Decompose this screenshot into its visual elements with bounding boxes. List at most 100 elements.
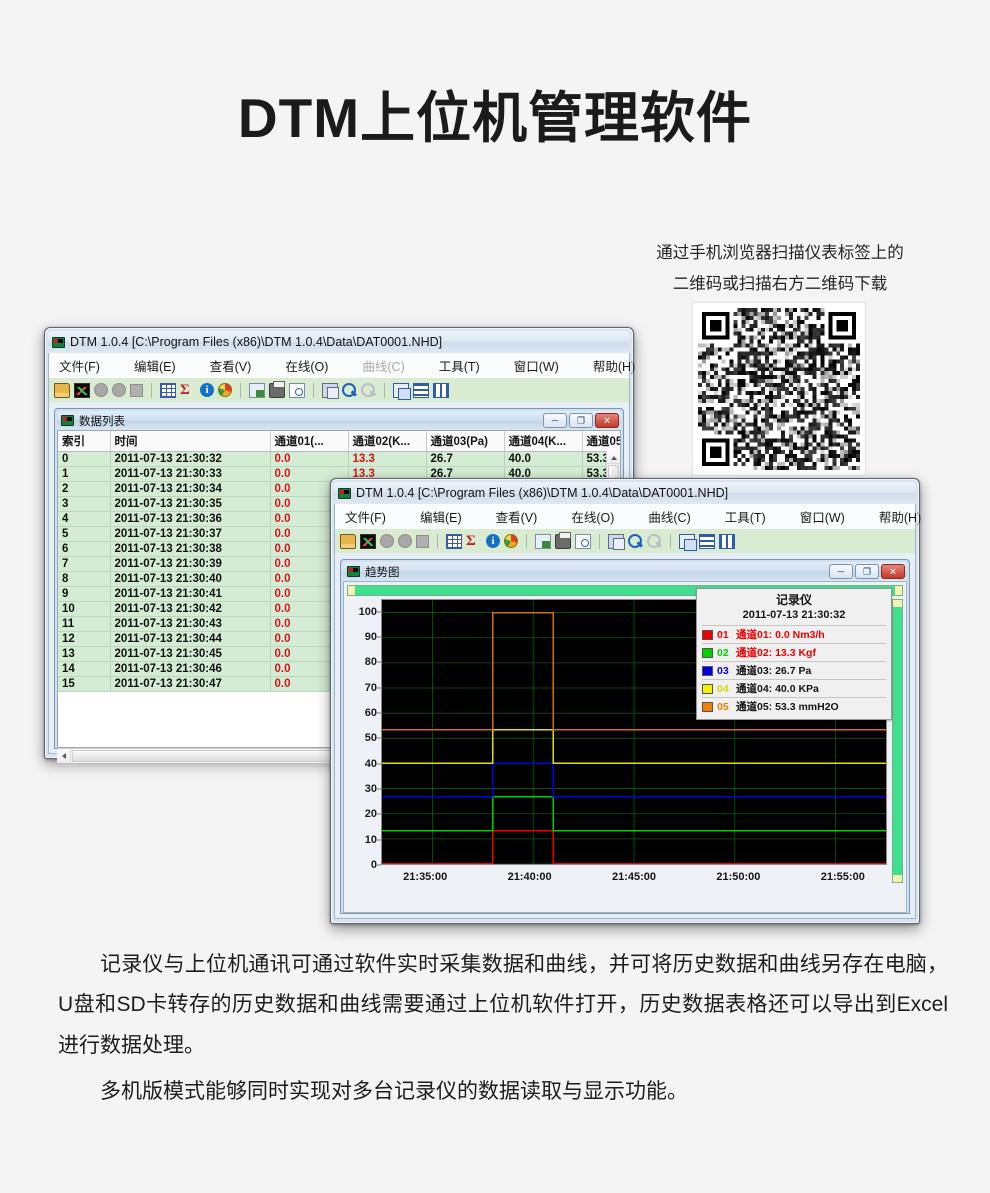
- menu-item-edit[interactable]: 编辑(E): [419, 511, 462, 525]
- legend-row-05[interactable]: 05 通道05: 53.3 mmH2O: [702, 697, 886, 715]
- legend-row-04[interactable]: 04 通道04: 40.0 KPa: [702, 679, 886, 697]
- menu-item-curve[interactable]: 曲线(C): [648, 511, 691, 525]
- scroll-up-arrow[interactable]: [607, 451, 620, 464]
- menu-bar[interactable]: 文件(F) 编辑(E) 查看(V) 在线(O) 曲线(C) 工具(T) 窗口(W…: [48, 353, 635, 378]
- table-header-1[interactable]: 时间: [110, 431, 271, 452]
- close-button[interactable]: ✕: [595, 413, 619, 428]
- sigma-sum-icon[interactable]: Σ: [180, 381, 190, 398]
- scroll-left-arrow[interactable]: [57, 749, 71, 763]
- range-slider-bottom-handle[interactable]: [893, 875, 902, 882]
- print-icon[interactable]: [555, 531, 571, 549]
- zoom-in-icon[interactable]: [628, 533, 643, 549]
- stop-square-icon[interactable]: [130, 383, 143, 397]
- tile-horizontal-icon[interactable]: [699, 533, 715, 549]
- scroll-thumb[interactable]: [608, 465, 619, 479]
- info-icon[interactable]: i: [486, 534, 500, 548]
- menu-bar-trend[interactable]: 文件(F) 编辑(E) 查看(V) 在线(O) 曲线(C) 工具(T) 窗口(W…: [334, 504, 921, 529]
- export-excel-icon[interactable]: [249, 382, 265, 398]
- chart-legend[interactable]: 记录仪 2011-07-13 21:30:32 01 通道01: 0.0 Nm3/…: [696, 588, 892, 720]
- menu-item-file[interactable]: 文件(F): [59, 360, 100, 374]
- dtm-main-window-trend[interactable]: DTM 1.0.4 [C:\Program Files (x86)\DTM 1.…: [330, 478, 921, 924]
- menu-item-online[interactable]: 在线(O): [285, 360, 329, 374]
- window-titlebar-trend[interactable]: DTM 1.0.4 [C:\Program Files (x86)\DTM 1.…: [334, 482, 916, 504]
- window-title: DTM 1.0.4 [C:\Program Files (x86)\DTM 1.…: [70, 335, 443, 349]
- legend-rows: 01 通道01: 0.0 Nm3/h 02 通道02: 13.3 Kgf 03 通道03:…: [702, 625, 886, 715]
- table-header-5[interactable]: 通道04(K...: [504, 431, 583, 452]
- range-slider-right-handle[interactable]: [895, 586, 902, 595]
- pause-circle-icon[interactable]: [112, 383, 126, 397]
- export-excel-icon[interactable]: [535, 533, 551, 549]
- open-folder-icon[interactable]: [340, 533, 356, 549]
- trend-child-window[interactable]: 趋势图 ─ ❐ ✕ 0 10 20 30 40 50 60 70 80 90 100 21:35:0…: [340, 559, 910, 914]
- menu-item-tools[interactable]: 工具(T): [438, 360, 480, 374]
- print-icon[interactable]: [269, 380, 285, 398]
- stop-square-icon[interactable]: [416, 534, 429, 548]
- menu-item-online[interactable]: 在线(O): [571, 511, 615, 525]
- table-header-0[interactable]: 索引: [58, 431, 111, 452]
- copy-icon[interactable]: [322, 382, 339, 399]
- data-list-titlebar[interactable]: 数据列表 ─ ❐ ✕: [57, 411, 621, 430]
- table-header-4[interactable]: 通道03(Pa): [426, 431, 505, 452]
- curve-icon[interactable]: [360, 533, 376, 549]
- x-axis: 21:35:00 21:40:00 21:45:00 21:50:00 21:55:00: [381, 865, 903, 891]
- tile-vertical-icon[interactable]: [719, 533, 735, 549]
- table-row[interactable]: 0 2011-07-13 21:30:32 0.0 13.3 26.7 40.0 53.3: [58, 451, 620, 467]
- horizontal-range-slider[interactable]: [347, 585, 903, 596]
- menu-item-help[interactable]: 帮助(H): [878, 511, 922, 525]
- menu-item-edit[interactable]: 编辑(E): [133, 360, 176, 374]
- table-cell: 6: [58, 541, 111, 557]
- copy-icon[interactable]: [608, 533, 625, 550]
- record-circle-icon[interactable]: [94, 383, 108, 397]
- pause-circle-icon[interactable]: [398, 534, 412, 548]
- legend-row-03[interactable]: 03 通道03: 26.7 Pa: [702, 661, 886, 679]
- tile-vertical-icon[interactable]: [433, 382, 449, 398]
- table-grid-icon[interactable]: [160, 382, 176, 398]
- menu-item-window[interactable]: 窗口(W): [513, 360, 559, 374]
- table-cell: 2011-07-13 21:30:37: [110, 526, 271, 542]
- menu-item-file[interactable]: 文件(F): [345, 511, 386, 525]
- legend-channel-number: 02: [717, 646, 729, 659]
- window-titlebar[interactable]: DTM 1.0.4 [C:\Program Files (x86)\DTM 1.…: [48, 331, 630, 353]
- range-slider-left-handle[interactable]: [348, 586, 355, 595]
- minimize-button[interactable]: ─: [543, 413, 567, 428]
- record-circle-icon[interactable]: [380, 534, 394, 548]
- pie-chart-icon[interactable]: [504, 534, 518, 548]
- cascade-windows-icon[interactable]: [679, 533, 697, 551]
- menu-item-help[interactable]: 帮助(H): [592, 360, 636, 374]
- range-slider-top-handle[interactable]: [893, 600, 902, 607]
- toolbar-separator: [599, 533, 600, 549]
- curve-icon[interactable]: [74, 382, 90, 398]
- table-header-2[interactable]: 通道01(...: [270, 431, 349, 452]
- trend-titlebar[interactable]: 趋势图 ─ ❐ ✕: [343, 562, 907, 581]
- zoom-in-icon[interactable]: [342, 382, 357, 398]
- sigma-sum-icon[interactable]: Σ: [466, 532, 476, 549]
- maximize-button[interactable]: ❐: [569, 413, 593, 428]
- pie-chart-icon[interactable]: [218, 383, 232, 397]
- menu-item-view[interactable]: 查看(V): [495, 511, 538, 525]
- legend-row-01[interactable]: 01 通道01: 0.0 Nm3/h: [702, 625, 886, 643]
- print-preview-icon[interactable]: [575, 533, 591, 549]
- table-grid-icon[interactable]: [446, 533, 462, 549]
- minimize-button[interactable]: ─: [829, 564, 853, 579]
- maximize-button[interactable]: ❐: [855, 564, 879, 579]
- table-header-6[interactable]: 通道05(...: [582, 431, 620, 452]
- mdi-client-area-trend: 趋势图 ─ ❐ ✕ 0 10 20 30 40 50 60 70 80 90 100 21:35:0…: [334, 553, 916, 919]
- toolbar[interactable]: Σ i: [48, 378, 630, 402]
- vertical-range-slider[interactable]: [892, 599, 903, 883]
- legend-channel-value: 通道05: 53.3 mmH2O: [736, 701, 839, 713]
- menu-item-tools[interactable]: 工具(T): [724, 511, 766, 525]
- trend-plot-panel[interactable]: 0 10 20 30 40 50 60 70 80 90 100 21:35:00 21:40:00 2…: [343, 581, 907, 913]
- menu-item-view[interactable]: 查看(V): [209, 360, 252, 374]
- open-folder-icon[interactable]: [54, 382, 70, 398]
- table-header-3[interactable]: 通道02(K...: [348, 431, 427, 452]
- menu-item-window[interactable]: 窗口(W): [799, 511, 845, 525]
- close-button[interactable]: ✕: [881, 564, 905, 579]
- print-preview-icon[interactable]: [289, 382, 305, 398]
- legend-row-02[interactable]: 02 通道02: 13.3 Kgf: [702, 643, 886, 661]
- toolbar-trend[interactable]: Σ i: [334, 529, 916, 553]
- info-icon[interactable]: i: [200, 383, 214, 397]
- tile-horizontal-icon[interactable]: [413, 382, 429, 398]
- cascade-windows-icon[interactable]: [393, 382, 411, 400]
- y-axis-tick: [377, 636, 381, 638]
- table-row[interactable]: 1 2011-07-13 21:30:33 0.0 13.3 26.7 40.0 53.3: [58, 466, 620, 482]
